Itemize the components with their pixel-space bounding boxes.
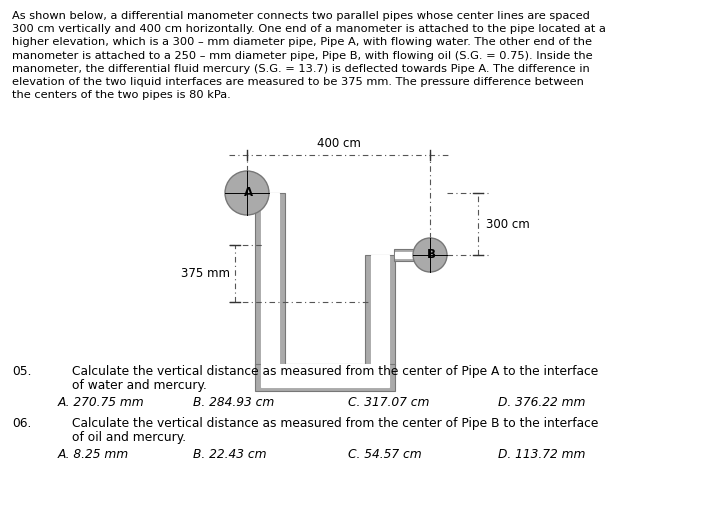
Text: the centers of the two pipes is 80 kPa.: the centers of the two pipes is 80 kPa.: [12, 90, 230, 100]
Bar: [261, 364, 389, 387]
Text: D. 113.72 mm: D. 113.72 mm: [498, 448, 585, 461]
Circle shape: [225, 171, 269, 215]
Bar: [395, 252, 416, 258]
Bar: [255, 193, 285, 365]
Text: of water and mercury.: of water and mercury.: [72, 379, 207, 392]
Text: 300 cm: 300 cm: [486, 218, 530, 230]
Circle shape: [413, 238, 447, 272]
Text: higher elevation, which is a 300 – mm diameter pipe, Pipe A, with flowing water.: higher elevation, which is a 300 – mm di…: [12, 37, 592, 47]
Bar: [261, 193, 279, 365]
Bar: [394, 249, 417, 261]
Text: Calculate the vertical distance as measured from the center of Pipe B to the int: Calculate the vertical distance as measu…: [72, 417, 598, 430]
Text: B. 284.93 cm: B. 284.93 cm: [193, 396, 274, 409]
Text: A: A: [243, 187, 253, 200]
Text: A. 270.75 mm: A. 270.75 mm: [58, 396, 145, 409]
Text: B. 22.43 cm: B. 22.43 cm: [193, 448, 266, 461]
Text: Calculate the vertical distance as measured from the center of Pipe A to the int: Calculate the vertical distance as measu…: [72, 365, 598, 378]
Bar: [256, 186, 265, 200]
Bar: [371, 255, 389, 365]
Bar: [255, 364, 395, 391]
Text: manometer is attached to a 250 – mm diameter pipe, Pipe B, with flowing oil (S.G: manometer is attached to a 250 – mm diam…: [12, 51, 593, 61]
Text: 375 mm: 375 mm: [181, 267, 230, 280]
Text: As shown below, a differential manometer connects two parallel pipes whose cente: As shown below, a differential manometer…: [12, 11, 590, 21]
Text: B: B: [426, 248, 436, 262]
Text: elevation of the two liquid interfaces are measured to be 375 mm. The pressure d: elevation of the two liquid interfaces a…: [12, 77, 584, 87]
Text: 05.: 05.: [12, 365, 32, 378]
Text: 300 cm vertically and 400 cm horizontally. One end of a manometer is attached to: 300 cm vertically and 400 cm horizontall…: [12, 24, 606, 34]
Text: C. 54.57 cm: C. 54.57 cm: [348, 448, 422, 461]
Text: C. 317.07 cm: C. 317.07 cm: [348, 396, 429, 409]
Text: of oil and mercury.: of oil and mercury.: [72, 431, 186, 444]
Text: D. 376.22 mm: D. 376.22 mm: [498, 396, 585, 409]
Text: 400 cm: 400 cm: [317, 137, 361, 150]
Text: 06.: 06.: [12, 417, 32, 430]
Text: A. 8.25 mm: A. 8.25 mm: [58, 448, 129, 461]
Text: manometer, the differential fluid mercury (S.G. = 13.7) is deflected towards Pip: manometer, the differential fluid mercur…: [12, 64, 590, 74]
Bar: [255, 189, 265, 197]
Bar: [365, 255, 395, 365]
